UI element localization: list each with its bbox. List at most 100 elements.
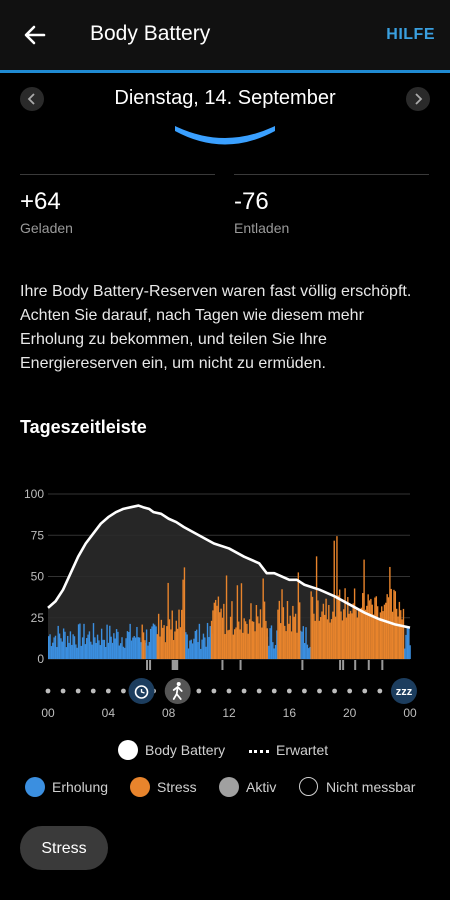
body-battery-line [47,504,411,629]
rest-bar [87,634,89,659]
rest-bar [56,647,58,659]
stress-bar [293,616,295,659]
stress-bar [325,598,327,659]
stress-bar [235,627,237,659]
stress-bar [402,608,405,659]
stress-bar [368,600,371,659]
rest-bar [129,623,131,659]
stress-bar [314,620,316,659]
stress-bar [367,594,369,659]
stress-bar [246,623,248,659]
rest-bar [88,631,91,659]
stress-bar [243,618,245,659]
rest-bar [113,633,115,659]
rest-bar [403,648,406,659]
stress-bar [372,614,375,659]
stress-bar [324,614,326,659]
stress-bar [224,634,226,659]
stress-legend-swatch [130,777,150,797]
stress-bar [181,609,183,659]
legend-lines: Body Battery Erwartet [0,738,450,762]
active-marker [173,660,176,670]
active-marker [174,660,177,670]
stress-bar [349,610,352,659]
stress-bar [251,621,254,659]
rest-bar [105,646,107,659]
stress-bar [182,579,184,659]
stress-bar [170,629,172,659]
stress-bar [247,633,249,659]
rest-bar [118,645,120,659]
rest-bar [301,631,303,659]
stress-bar [387,597,390,659]
rest-bar [98,640,100,659]
stress-bar [378,620,380,659]
stress-bar [326,619,329,659]
help-button[interactable]: HILFE [386,26,435,43]
stress-bar [298,602,301,659]
rest-bar [409,645,411,659]
timeline-dot [196,688,202,694]
legend-active: Aktiv [246,779,277,795]
stress-bar [357,610,360,659]
drained-label: Entladen [234,220,290,236]
rest-bar [84,644,87,659]
unmeasurable-legend-swatch [299,777,318,796]
zzz-glyph: zzz [396,686,413,698]
stress-button[interactable]: Stress [20,826,108,870]
rest-bar [80,645,82,659]
rest-bar [99,645,101,659]
rest-bar [406,627,409,659]
active-marker [367,660,370,670]
stress-bar [371,604,373,659]
stress-bar [220,608,222,659]
rest-bar [114,638,116,659]
stress-bar [236,585,239,659]
stress-bar [362,593,364,659]
stress-bar [286,600,289,659]
stress-bar [355,609,357,659]
rest-bar [53,637,55,659]
rest-bar [209,626,211,659]
rest-bar [200,648,202,659]
stress-bar [290,631,293,659]
stress-bar [163,625,165,659]
insight-text: Ihre Body Battery-Reserven waren fast vö… [20,283,412,372]
rest-bar [119,643,122,659]
rest-bar [79,623,81,659]
stress-bar [382,611,384,659]
stress-bar [351,613,353,659]
walker-head [176,682,181,686]
stress-bar [310,591,312,659]
stress-bar [228,629,230,659]
stress-bar [347,597,349,659]
stress-bar [279,623,282,659]
rest-bar [73,636,76,659]
rest-bar [140,642,142,659]
rest-bar [109,625,111,659]
back-arrow-icon[interactable] [20,20,50,50]
charged-value: +64 [20,188,61,215]
rest-bar [408,626,410,659]
stress-bar [254,631,256,659]
date-label: Dienstag, 14. September [114,87,336,109]
next-day-button[interactable] [406,87,430,111]
stress-bar [157,613,160,659]
previous-day-button[interactable] [20,87,44,111]
stress-bar [266,628,268,659]
rest-bar [61,641,63,659]
stress-bar [391,611,394,659]
x-tick-label: 16 [283,706,297,720]
battery-area [48,505,410,659]
active-marker [149,660,152,670]
rest-bar [189,640,191,659]
stress-bar [330,619,333,659]
stress-bar [318,620,320,659]
stress-bar [159,636,161,659]
rest-bar [186,634,188,659]
timeline-title: Tageszeitleiste [20,417,147,437]
rest-bar [187,648,190,659]
stress-bar [341,620,344,659]
legend-unmeasurable: Nicht messbar [326,779,416,795]
rest-bar [197,642,199,659]
